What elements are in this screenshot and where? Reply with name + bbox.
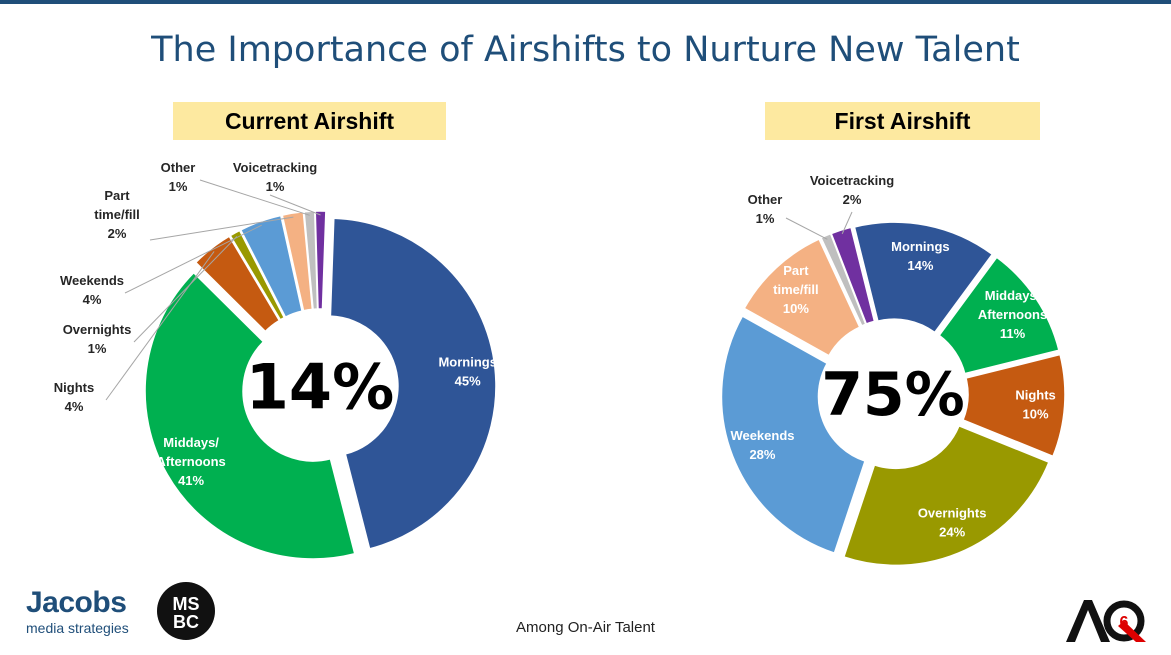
chart1-slice-middays-afternoons — [938, 256, 1060, 375]
chart1-value-label-nights: 10% — [1023, 406, 1049, 421]
chart1-category-label-weekends: Weekends — [730, 428, 794, 443]
svg-text:6: 6 — [1120, 614, 1129, 631]
chart0-value-label-mornings: 45% — [455, 374, 481, 389]
jacobs-logo-text: Jacobs — [26, 586, 127, 619]
chart0-leader-line-weekends — [124, 224, 262, 294]
chart1-slice-part-time-fill — [743, 238, 861, 357]
aq6-logo: 6 — [1066, 600, 1146, 642]
svg-text:BC: BC — [173, 612, 199, 632]
chart1-value-label-weekends: 28% — [749, 447, 775, 462]
chart1-slice-weekends — [720, 315, 866, 555]
chart0-category-label-nights: Nights — [54, 380, 94, 395]
chart1-category-label-voicetracking: Voicetracking — [810, 173, 894, 188]
chart1-category-label-middays-afternoons: Afternoons — [978, 307, 1047, 322]
chart0-slice-weekends — [239, 214, 303, 319]
chart0-category-label-voicetracking: Voicetracking — [233, 160, 317, 175]
chart0-value-label-part-time-fill: 2% — [108, 226, 127, 241]
chart0-donut-hole — [250, 317, 390, 457]
chart1-donut-hole — [825, 326, 961, 462]
chart1-value-label-mornings: 14% — [907, 258, 933, 273]
svg-text:MS: MS — [173, 594, 200, 614]
chart1-slice-voicetracking — [830, 226, 876, 325]
footer-note: Among On-Air Talent — [516, 619, 655, 636]
chart0-slice-mornings — [329, 217, 497, 550]
chart0-category-label-mornings: Mornings — [438, 355, 497, 370]
chart0-leader-line-overnights — [133, 236, 238, 343]
chart1-category-label-other: Other — [748, 192, 783, 207]
chart1-category-label-part-time-fill: Part — [783, 263, 809, 278]
chart1-slice-nights — [962, 353, 1066, 458]
chart0-leader-line-nights — [105, 251, 215, 401]
chart0-category-label-middays-afternoons: Afternoons — [156, 454, 225, 469]
chart0-value-label-middays-afternoons: 41% — [178, 473, 204, 488]
chart1-category-label-nights: Nights — [1015, 387, 1055, 402]
chart0-category-label-overnights: Overnights — [63, 322, 132, 337]
chart0-slice-part-time-fill — [281, 210, 314, 312]
chart1-category-label-mornings: Mornings — [891, 239, 950, 254]
chart0-value-label-weekends: 4% — [83, 292, 102, 307]
chart-title-first: First Airshift — [765, 102, 1040, 140]
chart0-slice-voicetracking — [314, 210, 327, 310]
chart1-leader-line-voicetracking — [841, 211, 853, 235]
chart0-value-label-other: 1% — [169, 179, 188, 194]
chart0-category-label-weekends: Weekends — [60, 273, 124, 288]
chart0-leader-line-part-time-fill — [149, 216, 294, 241]
chart1-center-label: 75% — [821, 360, 965, 430]
chart1-leader-line-other — [785, 217, 828, 240]
chart0-slice-overnights — [229, 229, 286, 321]
chart0-center-label: 14% — [246, 351, 394, 424]
chart1-value-label-part-time-fill: 10% — [783, 301, 809, 316]
jacobs-logo: Jacobs media strategies — [26, 586, 129, 637]
chart1-value-label-middays-afternoons: 11% — [1000, 326, 1026, 341]
chart0-value-label-voicetracking: 1% — [266, 179, 285, 194]
jacobs-logo-tagline: media strategies — [26, 620, 129, 636]
chart0-leader-line-voicetracking — [269, 194, 321, 216]
chart1-category-label-part-time-fill: time/fill — [773, 282, 819, 297]
chart1-category-label-overnights: Overnights — [918, 505, 987, 520]
chart0-category-label-part-time-fill: time/fill — [94, 207, 140, 222]
chart0-value-label-overnights: 1% — [88, 341, 107, 356]
chart0-category-label-other: Other — [161, 160, 196, 175]
chart0-leader-line-other — [199, 179, 310, 216]
top-accent-bar — [0, 0, 1171, 4]
chart1-category-label-middays-afternoons: Middays/ — [985, 288, 1041, 303]
chart0-category-label-middays-afternoons: Middays/ — [163, 435, 219, 450]
chart1-value-label-other: 1% — [756, 211, 775, 226]
chart-title-current: Current Airshift — [173, 102, 446, 140]
chart1-slice-mornings — [853, 221, 994, 334]
chart1-value-label-voicetracking: 2% — [843, 192, 862, 207]
chart0-category-label-part-time-fill: Part — [104, 188, 130, 203]
chart1-slice-overnights — [842, 424, 1050, 567]
chart1-value-label-overnights: 24% — [939, 524, 965, 539]
chart0-slice-middays-afternoons — [144, 271, 356, 560]
chart0-value-label-nights: 4% — [65, 399, 84, 414]
page-title: The Importance of Airshifts to Nurture N… — [151, 30, 1020, 70]
msbc-logo: MS BC — [157, 582, 215, 640]
